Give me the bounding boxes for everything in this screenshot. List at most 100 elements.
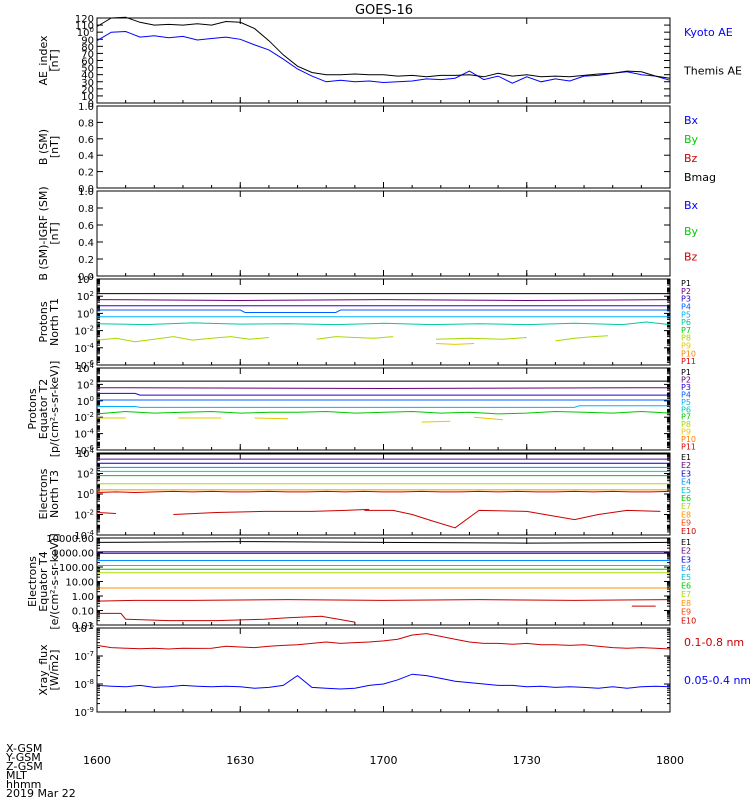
legend-e9: E9 xyxy=(681,608,691,617)
legend-p2: P2 xyxy=(681,375,691,384)
series-line-p2 xyxy=(96,387,671,390)
series-line-e9 xyxy=(96,490,671,494)
legend-e8: E8 xyxy=(681,510,691,519)
panel-bigrf: 0.0 0.2 0.4 0.6 0.8 1.0 B (SM)-IGRF (SM)[nT] Bx… xyxy=(37,186,699,283)
legend-e7: E7 xyxy=(681,590,691,599)
legend-p2: P2 xyxy=(681,287,691,296)
y-axis-title: [W/m2] xyxy=(48,650,61,691)
legend-bz: Bz xyxy=(684,251,698,264)
y-axis-title: North T3 xyxy=(48,470,61,518)
series-line-0-05-0-4-nm xyxy=(96,673,671,690)
y-tick-label: 70 xyxy=(81,49,94,60)
legend-e5: E5 xyxy=(681,486,691,495)
y-tick-label: 104 xyxy=(77,362,95,375)
y-tick-label: 0.0 xyxy=(78,184,94,195)
y-tick-label: 100.00 xyxy=(59,563,94,574)
plot-panels: 0102030405060708090100110120AE_index[nT]… xyxy=(26,14,750,767)
y-tick-label: 40 xyxy=(81,71,94,82)
legend-e10: E10 xyxy=(681,527,696,536)
y-axis-title: Equator T4 xyxy=(37,551,50,611)
y-tick-label: 0.2 xyxy=(78,168,94,179)
y-tick-label: 10-4 xyxy=(74,428,94,441)
series-line-p6 xyxy=(96,410,671,415)
y-axis-title: North T1 xyxy=(48,298,61,346)
footer-mlt-label: MLT xyxy=(6,769,27,782)
y-tick-label: 0.6 xyxy=(78,221,94,232)
footer-hhmm-label: hhmm xyxy=(6,778,41,791)
y-axis-title: B (SM) xyxy=(37,129,50,165)
x-tick-label: 1600 xyxy=(83,754,111,767)
legend-p9: P9 xyxy=(681,342,691,351)
y-tick-label: 1.0 xyxy=(78,102,94,113)
y-tick-label: 0.4 xyxy=(78,151,94,162)
panel-eequator: 0.01 0.10 1.00 10.00 100.00 1000.00 10000.00 El… xyxy=(26,533,696,632)
legend-e6: E6 xyxy=(681,494,691,503)
y-axis-title: Xray_flux xyxy=(37,644,50,696)
legend-p6: P6 xyxy=(681,405,691,414)
legend-e7: E7 xyxy=(681,502,691,511)
legend-p11: P11 xyxy=(681,443,696,452)
legend-e2: E2 xyxy=(681,461,691,470)
y-tick-label: 102 xyxy=(77,378,94,391)
y-tick-label: 1.0 xyxy=(78,187,94,198)
legend-e10: E10 xyxy=(681,616,696,625)
legend-p10: P10 xyxy=(681,349,696,358)
y-tick-label: 50 xyxy=(81,64,94,75)
y-axis-title: [nT] xyxy=(48,49,61,71)
footer-labels: X-GSM Y-GSM Z-GSM MLT hhmm 2019 Mar 22 xyxy=(5,742,76,800)
y-tick-label: 0 xyxy=(88,99,94,110)
series-line-p3 xyxy=(97,392,670,396)
series-line-kyoto-ae xyxy=(96,30,671,84)
legend-p3: P3 xyxy=(681,383,691,392)
series-line-p8 xyxy=(435,343,475,345)
legend-kyoto-ae: Kyoto AE xyxy=(684,26,733,39)
legend-p5: P5 xyxy=(681,398,691,407)
y-tick-label: 10-7 xyxy=(74,650,94,663)
y-tick-label: 10-2 xyxy=(74,509,94,522)
y-tick-label: 10000.00 xyxy=(46,534,94,545)
y-tick-label: 10.00 xyxy=(65,578,94,589)
panel-xray: 10-9 10-8 10-7 10-6 Xray_flux[W/m2] 0.1-0.8 n… xyxy=(37,622,750,719)
y-tick-label: 10 xyxy=(81,92,94,103)
y-tick-label: 1000.00 xyxy=(53,549,94,560)
legend-e1: E1 xyxy=(681,453,691,462)
legend-0-05-0-4-nm: 0.05-0.4 nm xyxy=(684,674,750,687)
legend-bmag: Bmag xyxy=(684,171,716,184)
plot-title: GOES-16 xyxy=(355,3,413,18)
series-line-p2 xyxy=(96,299,671,302)
series-line-themis-ae xyxy=(96,16,671,79)
y-tick-label: 102 xyxy=(77,468,94,481)
y-tick-label: 10-4 xyxy=(74,342,94,355)
y-tick-label: 0.0 xyxy=(78,272,94,283)
panel-frame xyxy=(96,105,671,189)
x-tick-label: 1630 xyxy=(226,754,254,767)
y-tick-label: 0.2 xyxy=(78,255,94,266)
legend-e8: E8 xyxy=(681,599,691,608)
y-tick-label: 0.4 xyxy=(78,238,94,249)
legend-0-1-0-8-nm: 0.1-0.8 nm xyxy=(684,636,744,649)
series-line-p7 xyxy=(96,336,269,343)
x-tick-label: 1800 xyxy=(656,754,684,767)
legend-p4: P4 xyxy=(681,302,691,311)
panel-ae: 0102030405060708090100110120AE_index[nT]… xyxy=(37,14,742,110)
y-tick-label: 80 xyxy=(81,42,94,53)
legend-p7: P7 xyxy=(681,326,691,335)
legend-p9: P9 xyxy=(681,428,691,437)
panel-frame xyxy=(96,452,671,536)
legend-e2: E2 xyxy=(681,547,691,556)
x-tick-label: 1730 xyxy=(513,754,541,767)
series-line-e10 xyxy=(96,512,117,514)
series-line-e10b xyxy=(173,508,370,515)
y-tick-label: 20 xyxy=(81,85,94,96)
y-axis-title: Protons xyxy=(37,301,50,342)
y-axis-title: [nT] xyxy=(48,222,61,244)
y-tick-label: 10-2 xyxy=(74,325,94,338)
series-line-p7b xyxy=(316,336,394,340)
footer-date: 2019 Mar 22 xyxy=(6,787,76,800)
series-line-e10c xyxy=(364,509,661,529)
legend-e4: E4 xyxy=(681,478,691,487)
legend-p1: P1 xyxy=(681,368,691,377)
x-tick-label: 1700 xyxy=(370,754,398,767)
y-axis-title: Electrons xyxy=(26,556,39,607)
